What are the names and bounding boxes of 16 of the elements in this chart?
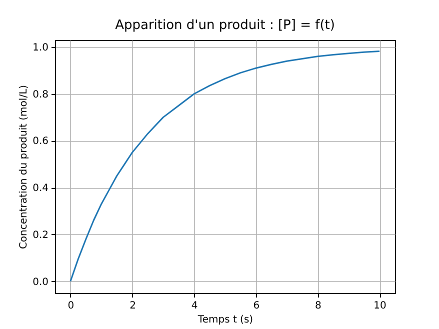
x-tick-label: 8 <box>315 300 322 312</box>
y-tick-label: 0.6 <box>32 136 48 148</box>
chart-title: Apparition d'un produit : [P] = f(t) <box>115 18 335 33</box>
x-tick-label: 6 <box>253 300 260 312</box>
x-tick-label: 4 <box>191 300 198 312</box>
y-tick-label: 0.2 <box>32 230 48 241</box>
y-tick-label: 0.4 <box>32 183 48 194</box>
x-axis-title: Temps t (s) <box>196 314 254 326</box>
x-tick-label: 2 <box>130 300 136 312</box>
y-tick-label: 0.8 <box>32 89 48 100</box>
y-axis-title: Concentration du produit (mol/L) <box>18 84 30 250</box>
y-tick-label: 1.0 <box>32 42 48 54</box>
x-tick-label: 10 <box>374 300 386 312</box>
line-series <box>70 50 380 282</box>
y-tick-label: 0.0 <box>32 276 48 288</box>
x-tick-label: 0 <box>68 300 74 312</box>
